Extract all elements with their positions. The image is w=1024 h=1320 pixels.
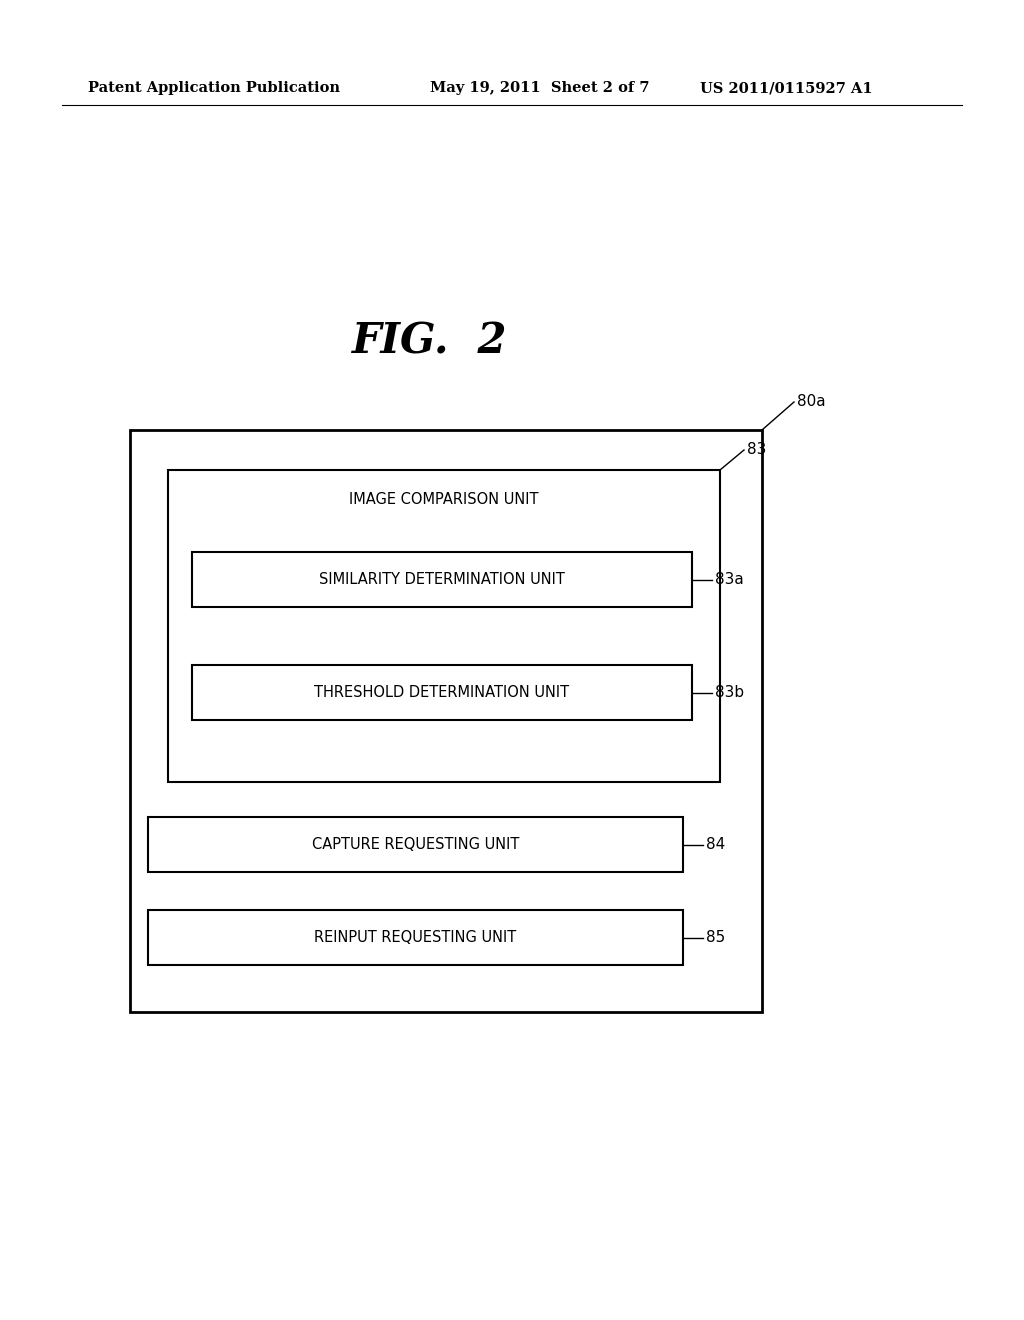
Text: REINPUT REQUESTING UNIT: REINPUT REQUESTING UNIT <box>314 931 517 945</box>
Text: 83a: 83a <box>715 572 743 587</box>
Text: May 19, 2011  Sheet 2 of 7: May 19, 2011 Sheet 2 of 7 <box>430 81 649 95</box>
Bar <box>168 470 720 781</box>
Text: 84: 84 <box>706 837 725 851</box>
Bar <box>130 430 762 1012</box>
Text: 83: 83 <box>746 442 766 458</box>
Bar <box>193 552 692 607</box>
Text: 83b: 83b <box>715 685 744 700</box>
Text: Patent Application Publication: Patent Application Publication <box>88 81 340 95</box>
Text: 80a: 80a <box>797 395 825 409</box>
Text: FIG.  2: FIG. 2 <box>352 321 508 363</box>
Bar <box>193 665 692 719</box>
Bar <box>148 817 683 873</box>
Text: IMAGE COMPARISON UNIT: IMAGE COMPARISON UNIT <box>349 492 539 507</box>
Text: US 2011/0115927 A1: US 2011/0115927 A1 <box>700 81 872 95</box>
Text: 85: 85 <box>706 931 725 945</box>
Text: THRESHOLD DETERMINATION UNIT: THRESHOLD DETERMINATION UNIT <box>314 685 569 700</box>
Text: CAPTURE REQUESTING UNIT: CAPTURE REQUESTING UNIT <box>312 837 519 851</box>
Bar <box>148 909 683 965</box>
Text: SIMILARITY DETERMINATION UNIT: SIMILARITY DETERMINATION UNIT <box>319 572 565 587</box>
